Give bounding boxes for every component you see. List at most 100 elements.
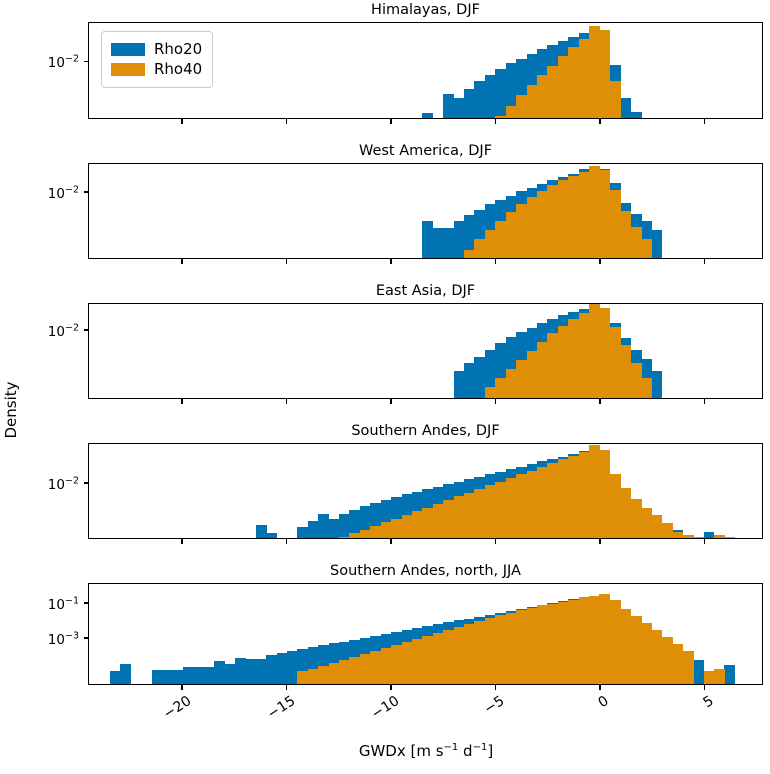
hist-bar-rho20: [318, 514, 329, 538]
hist-bar-rho40: [568, 599, 580, 684]
legend-swatch-rho20: [111, 43, 145, 56]
hist-bar-rho20: [464, 215, 475, 258]
hist-bar-rho40: [516, 610, 527, 684]
hist-bar-rho40: [693, 537, 705, 538]
hist-bar-rho40: [599, 593, 611, 684]
y-tick-mark: [83, 60, 88, 63]
hist-bar-rho20: [255, 524, 267, 538]
hist-bar-rho40: [474, 621, 486, 684]
hist-bar-rho40: [505, 105, 517, 118]
x-tick-mark: [599, 399, 601, 404]
hist-bar-rho20: [474, 81, 486, 118]
hist-bar-rho40: [495, 481, 507, 538]
hist-bar-rho40: [380, 647, 392, 684]
hist-bar-rho20: [276, 653, 288, 684]
hist-bar-rho20: [151, 669, 163, 684]
hist-bar-rho40: [391, 644, 402, 684]
x-tick-mark: [703, 539, 706, 544]
hist-bar-rho40: [557, 459, 569, 538]
hist-bar-rho40: [630, 362, 642, 398]
hist-bar-rho40: [557, 601, 569, 684]
hist-bar-rho20: [474, 356, 486, 398]
hist-bar-rho40: [328, 662, 340, 684]
hist-bar-rho20: [109, 670, 121, 684]
hist-bar-rho40: [370, 650, 382, 684]
legend-item-rho40: Rho40: [111, 61, 202, 78]
hist-bar-rho20: [255, 658, 267, 684]
hist-bar-rho20: [234, 657, 246, 684]
hist-bar-rho40: [536, 74, 548, 118]
x-tick-mark: [181, 259, 183, 264]
hist-bar-rho40: [641, 507, 652, 538]
hist-bar-rho40: [620, 210, 632, 258]
hist-bar-rho40: [339, 659, 350, 684]
y-axis-label: Density: [2, 381, 20, 439]
hist-bar-rho40: [568, 175, 580, 258]
y-tick-mark: [83, 602, 88, 604]
legend: Rho20 Rho40: [101, 31, 214, 88]
hist-bar-rho20: [495, 68, 507, 118]
legend-label: Rho40: [154, 60, 203, 78]
hist-bar-rho40: [401, 515, 413, 538]
hist-bar-rho20: [724, 665, 736, 684]
hist-bar-rho40: [453, 626, 465, 684]
x-tick-label: −15: [264, 693, 299, 723]
hist-bar-rho40: [411, 511, 423, 538]
hist-bar-rho20: [297, 527, 309, 538]
y-tick-label: 10−2: [47, 184, 79, 202]
x-tick-mark: [599, 539, 601, 544]
x-tick-mark: [285, 399, 288, 404]
hist-bar-rho40: [672, 531, 684, 538]
hist-bar-rho40: [526, 470, 538, 538]
x-tick-mark: [494, 399, 497, 404]
hist-bar-rho40: [495, 220, 507, 258]
x-tick-mark: [181, 539, 183, 544]
x-tick-mark: [390, 399, 392, 404]
x-tick-label: −5: [481, 693, 508, 718]
hist-bar-rho40: [401, 641, 413, 684]
subplot-title: Southern Andes, north, JJA: [330, 563, 521, 579]
hist-bar-rho40: [526, 350, 538, 398]
hist-bar-rho40: [609, 326, 621, 398]
hist-bar-rho20: [422, 220, 434, 258]
x-tick-mark: [703, 119, 706, 124]
hist-bar-rho40: [641, 378, 652, 398]
hist-bar-rho40: [578, 171, 590, 258]
hist-bar-rho40: [682, 535, 694, 538]
subplot-southern-andes-north-jja: [88, 583, 763, 685]
hist-bar-rho20: [203, 666, 215, 684]
legend-item-rho20: Rho20: [111, 41, 202, 58]
hist-bar-rho20: [245, 658, 257, 684]
hist-bar-rho40: [568, 47, 580, 118]
hist-bar-rho40: [651, 629, 663, 684]
x-tick-mark: [494, 685, 497, 690]
hist-bar-rho40: [630, 499, 642, 538]
hist-bar-rho20: [422, 113, 434, 118]
x-tick-mark: [599, 685, 601, 690]
hist-bar-rho40: [703, 670, 715, 684]
x-tick-mark: [285, 119, 288, 124]
hist-bar-rho20: [120, 664, 132, 684]
hist-bar-rho20: [464, 88, 475, 118]
hist-bar-rho40: [464, 249, 475, 258]
hist-bar-rho40: [589, 166, 600, 258]
hist-bar-rho40: [391, 518, 402, 538]
x-tick-mark: [285, 259, 288, 264]
hist-bar-rho40: [453, 496, 465, 538]
y-tick-label: 10−2: [47, 322, 79, 340]
hist-bar-rho40: [714, 535, 725, 538]
hist-bar-rho20: [161, 669, 173, 684]
x-tick-mark: [703, 259, 706, 264]
y-tick-label: 10−2: [47, 53, 79, 72]
hist-bar-rho40: [599, 449, 611, 538]
hist-bar-rho20: [474, 209, 486, 258]
hist-bar-rho40: [484, 229, 496, 258]
hist-bar-rho20: [651, 370, 663, 398]
x-tick-mark: [390, 685, 392, 690]
x-axis-label-text-2: d: [458, 742, 473, 760]
hist-bar-rho40: [620, 608, 632, 684]
hist-bar-rho40: [609, 190, 621, 258]
hist-bar-rho20: [630, 112, 642, 118]
hist-bar-rho40: [620, 345, 632, 398]
